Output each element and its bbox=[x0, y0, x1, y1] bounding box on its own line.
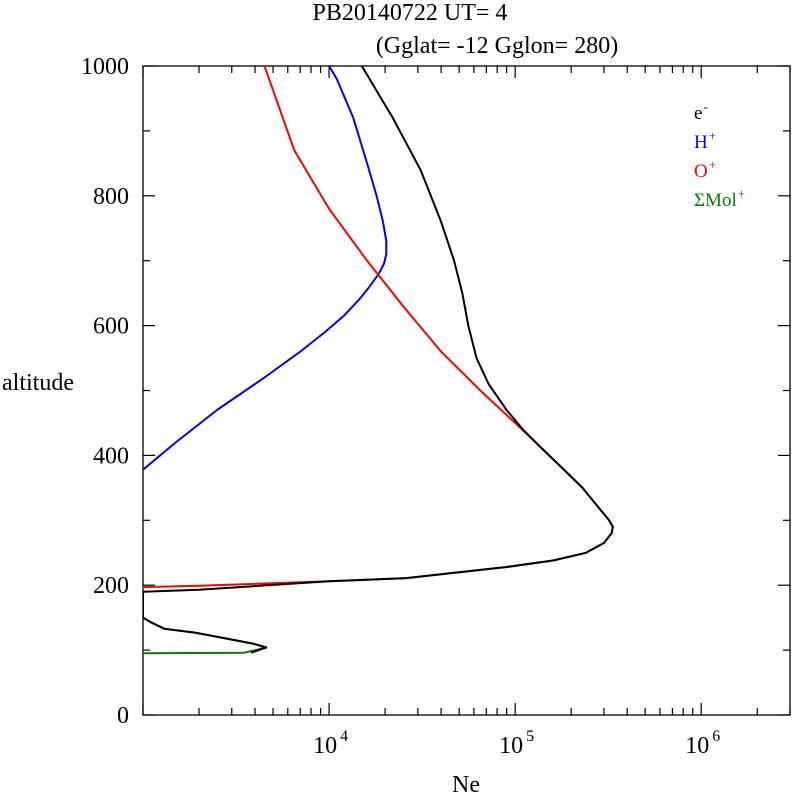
x-tick-label-exponent: 6 bbox=[712, 728, 720, 745]
x-tick-label: 10 bbox=[685, 733, 709, 759]
legend: e -H +O +ΣMol + bbox=[694, 99, 745, 211]
y-tick-label: 200 bbox=[93, 573, 129, 599]
y-axis-label: altitude bbox=[2, 370, 74, 396]
x-tick-label-exponent: 5 bbox=[526, 728, 534, 745]
x-tick-label: 10 bbox=[499, 733, 523, 759]
legend-entry-superscript: + bbox=[709, 128, 716, 143]
y-tick-label: 800 bbox=[93, 184, 129, 210]
tick-marks bbox=[142, 65, 791, 716]
y-tick-labels: 0 200 400 600 800 1000 bbox=[81, 54, 129, 729]
chart-title: PB20140722 UT= 4 bbox=[313, 0, 508, 26]
legend-entry: e bbox=[694, 103, 702, 124]
legend-entry-superscript: - bbox=[703, 99, 707, 114]
legend-entry-superscript: + bbox=[738, 186, 745, 201]
x-tick-labels: 10 4 10 5 10 6 bbox=[313, 728, 720, 759]
legend-entry: ΣMol bbox=[694, 190, 737, 211]
plot-frame bbox=[142, 65, 791, 716]
legend-entry: H bbox=[694, 132, 708, 153]
x-axis-label: Ne bbox=[452, 772, 480, 795]
legend-entry-superscript: + bbox=[709, 157, 716, 172]
series-line-1 bbox=[143, 66, 388, 471]
y-tick-label: 600 bbox=[93, 314, 129, 340]
series-layer bbox=[143, 66, 614, 655]
x-tick-label: 10 bbox=[313, 733, 337, 759]
y-tick-label: 0 bbox=[117, 703, 129, 729]
series-line-0 bbox=[143, 66, 614, 654]
chart-subtitle: (Gglat= -12 Gglon= 280) bbox=[376, 33, 618, 59]
x-tick-label-exponent: 4 bbox=[340, 728, 348, 745]
y-tick-label: 400 bbox=[93, 443, 129, 469]
series-line-2 bbox=[143, 66, 614, 589]
legend-entry: O bbox=[694, 161, 708, 182]
y-tick-label: 1000 bbox=[81, 54, 129, 80]
